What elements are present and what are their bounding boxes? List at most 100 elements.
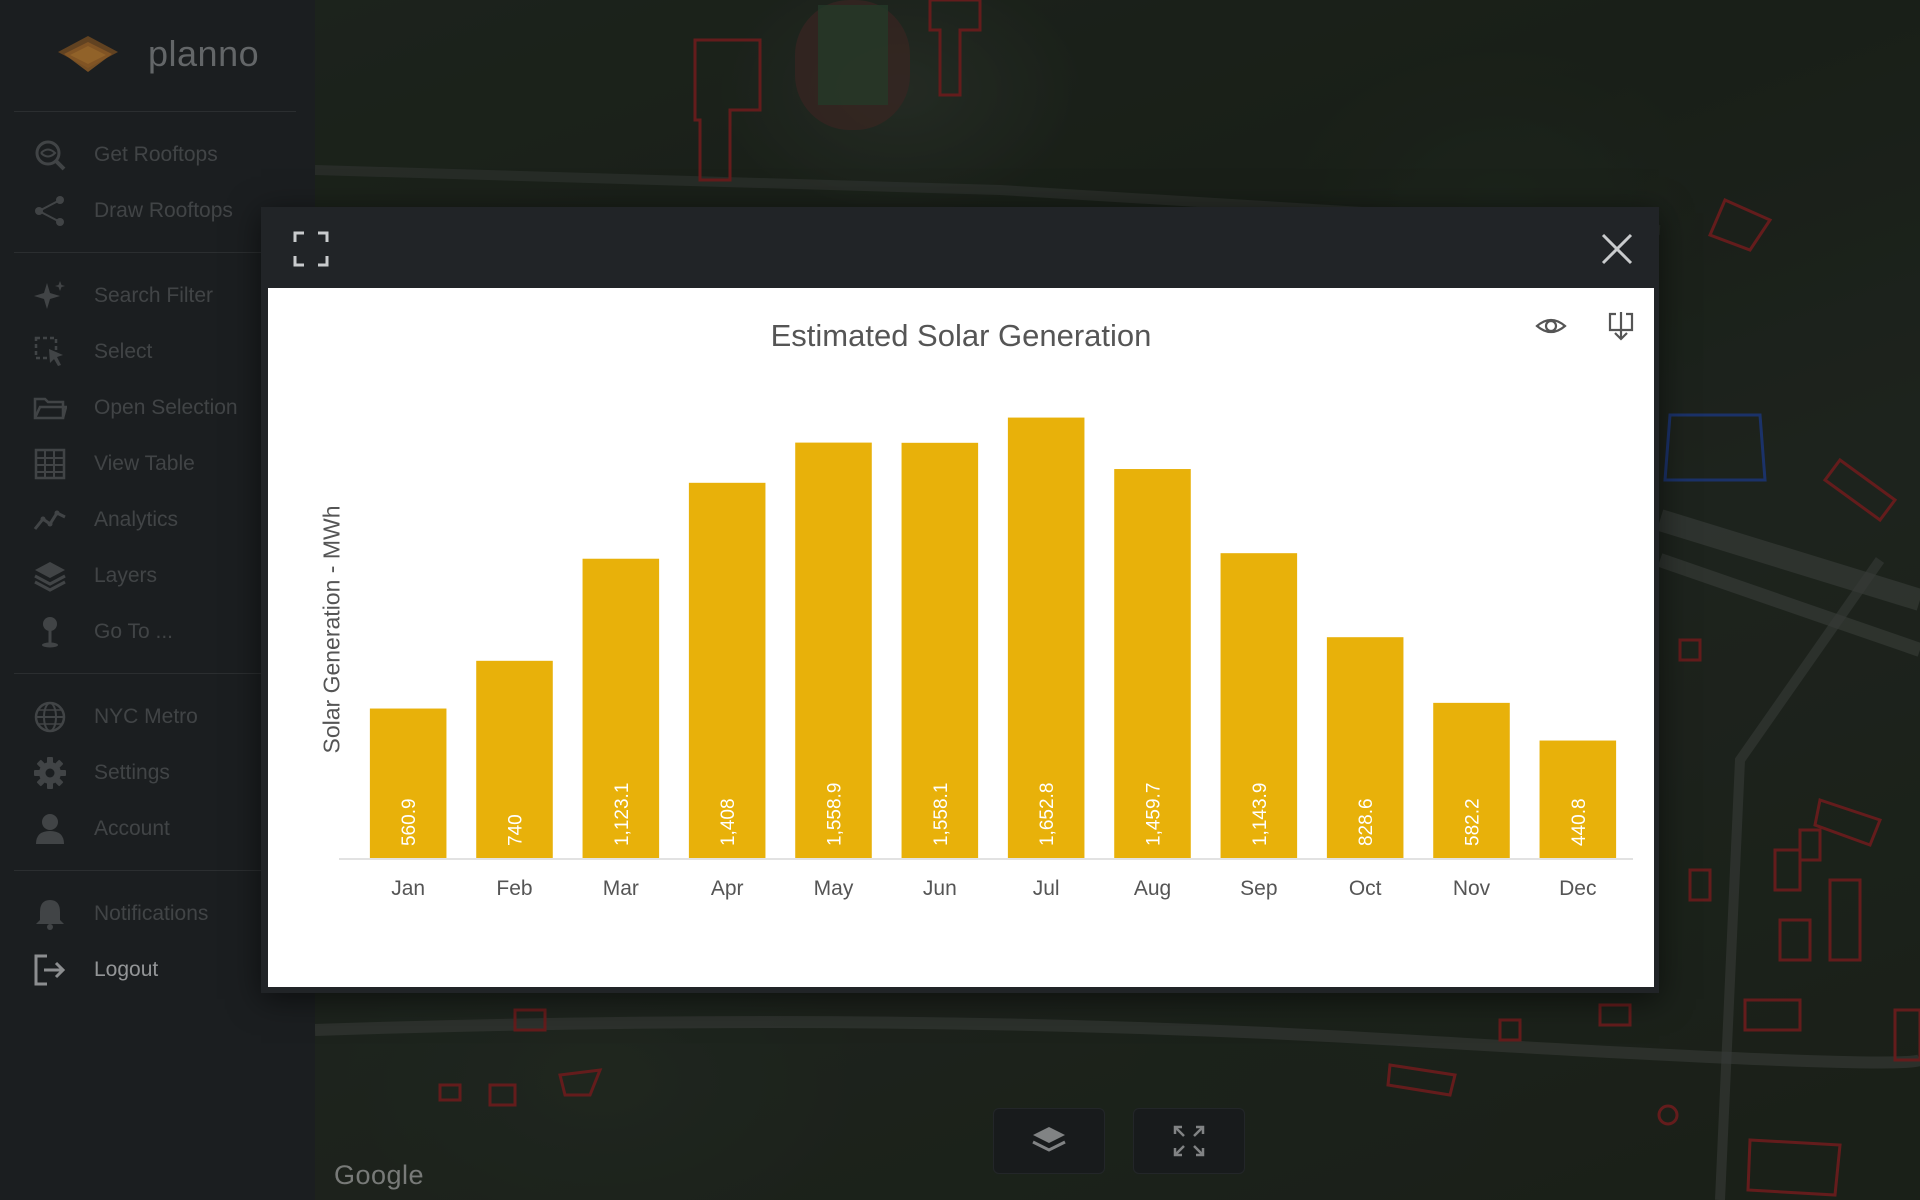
map-pin-icon	[30, 612, 70, 652]
dialog-expand-button[interactable]	[293, 231, 329, 267]
table-icon	[30, 444, 70, 484]
sidebar: planno Get Rooftops Draw Rooftops Search…	[0, 0, 315, 1200]
sidebar-item-analytics[interactable]: Analytics	[30, 500, 300, 540]
bar-value-label: 1,652.8	[1037, 783, 1058, 846]
brand-name: planno	[148, 33, 260, 74]
bar-value-label: 440.8	[1569, 798, 1590, 846]
bar-jul[interactable]	[1007, 417, 1085, 858]
eye-icon	[1535, 318, 1567, 334]
dialog-close-button[interactable]	[1599, 231, 1635, 267]
bar-value-label: 1,408	[718, 798, 739, 846]
bar-jan[interactable]	[369, 708, 447, 858]
sidebar-item-label: Open Selection	[94, 396, 238, 419]
sidebar-item-label: Analytics	[94, 508, 179, 531]
bar-value-label: 828.6	[1356, 798, 1377, 846]
logout-icon	[30, 950, 70, 990]
sidebar-item-label: Logout	[94, 958, 159, 981]
sidebar-divider	[14, 252, 296, 253]
sidebar-item-search-filter[interactable]: Search Filter	[30, 276, 300, 316]
x-tick-label: Jan	[391, 877, 425, 900]
x-tick-label: May	[814, 877, 854, 900]
sidebar-item-label: Get Rooftops	[94, 143, 218, 166]
x-tick-label: Feb	[496, 877, 532, 900]
bar-value-label: 1,459.7	[1144, 783, 1165, 846]
fullscreen-icon	[1173, 1125, 1205, 1157]
bar-aug[interactable]	[1114, 469, 1191, 858]
download-icon	[1608, 312, 1634, 341]
chart-panel: Estimated Solar Generation Solar Generat…	[268, 288, 1654, 987]
bar-value-label: 1,558.1	[931, 783, 952, 846]
sidebar-item-account[interactable]: Account	[30, 809, 300, 849]
folder-open-icon	[30, 388, 70, 428]
brand[interactable]: planno	[56, 28, 259, 80]
x-tick-label: Aug	[1134, 877, 1171, 900]
sidebar-item-open-selection[interactable]: Open Selection	[30, 388, 300, 428]
sidebar-item-nyc-metro[interactable]: NYC Metro	[30, 697, 300, 737]
bar-value-label: 1,143.9	[1250, 783, 1271, 846]
sidebar-item-label: NYC Metro	[94, 705, 198, 728]
labels-group: 560.9 740 1,123.1 1,408 1,558.9 1,558.1 1,652.…	[399, 783, 1590, 846]
x-tick-label: Oct	[1349, 877, 1382, 900]
chart-title: Estimated Solar Generation	[770, 318, 1152, 353]
bar-value-label: 740	[506, 814, 527, 846]
bar-value-label: 582.2	[1463, 798, 1484, 846]
bar-value-label: 1,123.1	[612, 783, 633, 846]
line-chart-icon	[30, 500, 70, 540]
x-tick-label: Dec	[1559, 877, 1596, 900]
google-attribution: Google	[334, 1160, 425, 1190]
sidebar-divider	[14, 111, 296, 112]
bar-jun[interactable]	[901, 442, 979, 858]
sidebar-item-label: Layers	[94, 564, 158, 587]
bar-oct[interactable]	[1326, 637, 1404, 858]
sidebar-divider	[14, 870, 296, 871]
sidebar-item-draw-rooftops[interactable]: Draw Rooftops	[30, 191, 300, 231]
share-nodes-icon	[30, 191, 70, 231]
user-icon	[30, 809, 70, 849]
map-layers-button[interactable]	[993, 1108, 1105, 1174]
bar-feb[interactable]	[476, 660, 553, 858]
chart-download-button[interactable]	[1605, 310, 1637, 342]
sidebar-item-label: Account	[94, 817, 170, 840]
layers-icon	[1032, 1127, 1066, 1152]
sidebar-item-logout[interactable]: Logout	[30, 950, 300, 990]
globe-icon	[30, 697, 70, 737]
sparkle-icon	[30, 276, 70, 316]
planno-logo-icon	[58, 36, 118, 72]
layers-icon	[30, 556, 70, 596]
sidebar-item-notifications[interactable]: Notifications	[30, 894, 300, 934]
chart-view-button[interactable]	[1535, 310, 1567, 342]
sidebar-item-settings[interactable]: Settings	[30, 753, 300, 793]
x-tick-label: Mar	[603, 877, 639, 900]
sidebar-item-label: Draw Rooftops	[94, 199, 233, 222]
x-tick-label: Jul	[1033, 877, 1060, 900]
sidebar-item-label: Select	[94, 340, 153, 363]
x-tick-label: Apr	[711, 877, 744, 900]
x-tick-label: Nov	[1453, 877, 1491, 900]
chart-dialog: Estimated Solar Generation Solar Generat…	[261, 207, 1659, 993]
sidebar-item-view-table[interactable]: View Table	[30, 444, 300, 484]
bell-icon	[30, 894, 70, 934]
bar-sep[interactable]	[1220, 553, 1298, 858]
sidebar-divider	[14, 673, 296, 674]
bar-may[interactable]	[795, 442, 872, 858]
map-fullscreen-button[interactable]	[1133, 1108, 1245, 1174]
sidebar-item-layers[interactable]: Layers	[30, 556, 300, 596]
bar-apr[interactable]	[688, 482, 766, 858]
bar-mar[interactable]	[582, 558, 660, 858]
sidebar-item-select[interactable]: Select	[30, 332, 300, 372]
sidebar-item-label: Go To ...	[94, 620, 173, 643]
bar-chart: 560.9 740 1,123.1 1,408 1,558.9 1,558.1 1,652.…	[339, 417, 1633, 900]
bar-dec[interactable]	[1539, 740, 1617, 858]
select-cursor-icon	[30, 332, 70, 372]
sidebar-item-label: Settings	[94, 761, 170, 784]
gear-icon	[30, 753, 70, 793]
sidebar-item-go-to[interactable]: Go To ...	[30, 612, 300, 652]
search-globe-icon	[30, 135, 70, 175]
sidebar-item-get-rooftops[interactable]: Get Rooftops	[30, 135, 300, 175]
expand-icon	[293, 231, 329, 267]
bar-nov[interactable]	[1433, 702, 1510, 858]
bar-value-label: 1,558.9	[825, 783, 846, 846]
x-tick-label: Sep	[1240, 877, 1277, 900]
bar-value-label: 560.9	[399, 798, 420, 846]
sidebar-item-label: Notifications	[94, 902, 209, 925]
